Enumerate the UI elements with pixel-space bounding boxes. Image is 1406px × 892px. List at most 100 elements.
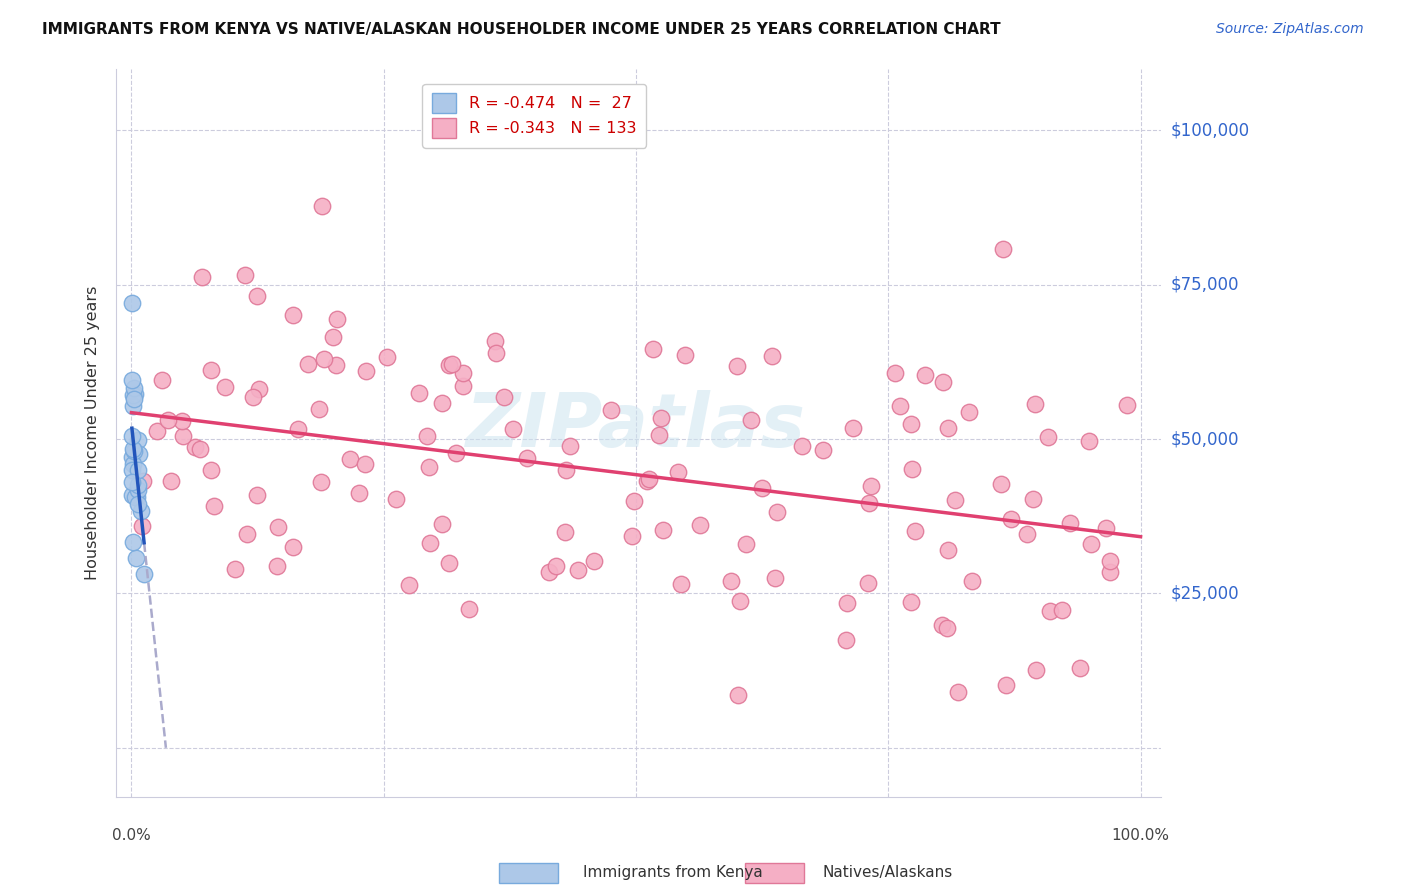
Point — [991, 242, 1014, 256]
Point — [121, 463, 143, 477]
Point — [214, 379, 236, 393]
Point — [184, 440, 207, 454]
Point — [936, 543, 959, 558]
Point — [1116, 398, 1139, 412]
Point — [751, 481, 773, 495]
Point — [451, 378, 474, 392]
Point — [122, 457, 145, 471]
Point — [765, 505, 787, 519]
Point — [1025, 664, 1047, 678]
Point — [484, 334, 506, 349]
Point — [544, 559, 567, 574]
Point — [245, 488, 267, 502]
Point — [127, 478, 149, 492]
Point — [451, 366, 474, 380]
Point — [638, 472, 661, 486]
Point — [583, 554, 606, 568]
Point — [122, 442, 145, 457]
Point — [122, 382, 145, 396]
Point — [247, 383, 270, 397]
Point — [790, 439, 813, 453]
Point — [408, 385, 430, 400]
Point — [1069, 661, 1091, 675]
Point — [202, 500, 225, 514]
Point — [267, 519, 290, 533]
Point — [516, 451, 538, 466]
Point — [1021, 491, 1043, 506]
Point — [647, 428, 669, 442]
Text: $25,000: $25,000 — [1171, 584, 1240, 602]
Text: IMMIGRANTS FROM KENYA VS NATIVE/ALASKAN HOUSEHOLDER INCOME UNDER 25 YEARS CORREL: IMMIGRANTS FROM KENYA VS NATIVE/ALASKAN … — [42, 22, 1001, 37]
Point — [146, 425, 169, 439]
Point — [121, 487, 143, 501]
Text: ZIPatlas: ZIPatlas — [465, 390, 806, 463]
Point — [1080, 536, 1102, 550]
Point — [432, 396, 454, 410]
Point — [172, 429, 194, 443]
Point — [132, 474, 155, 488]
Point — [841, 421, 863, 435]
Point — [652, 523, 675, 537]
Point — [735, 537, 758, 551]
Point — [312, 352, 335, 367]
Point — [236, 527, 259, 541]
Point — [188, 442, 211, 456]
Point — [325, 358, 347, 372]
Point — [666, 465, 689, 479]
Point — [1059, 516, 1081, 530]
Point — [266, 558, 288, 573]
Point — [485, 346, 508, 360]
Point — [122, 444, 145, 458]
Point — [1099, 565, 1122, 579]
Point — [900, 595, 922, 609]
Point — [398, 578, 420, 592]
Point — [121, 296, 143, 310]
Point — [191, 269, 214, 284]
Point — [150, 373, 173, 387]
Point — [375, 350, 398, 364]
Point — [650, 410, 672, 425]
Point — [121, 450, 143, 464]
Point — [1036, 430, 1059, 444]
Point — [727, 688, 749, 702]
Point — [900, 417, 922, 431]
Point — [122, 388, 145, 402]
Point — [125, 551, 148, 566]
Point — [416, 429, 439, 443]
Point — [636, 475, 658, 489]
Point — [728, 594, 751, 608]
Point — [494, 390, 516, 404]
Point — [418, 460, 440, 475]
Point — [129, 504, 152, 518]
Point — [884, 366, 907, 380]
Point — [311, 199, 333, 213]
Point — [224, 562, 246, 576]
Point — [339, 451, 361, 466]
Point — [990, 476, 1012, 491]
Point — [233, 268, 256, 283]
Point — [936, 421, 959, 435]
Point — [689, 518, 711, 533]
Point — [860, 479, 883, 493]
Point — [349, 486, 371, 500]
Point — [444, 445, 467, 459]
Text: $100,000: $100,000 — [1171, 121, 1250, 139]
Point — [1017, 526, 1039, 541]
Point — [125, 490, 148, 504]
Point — [200, 463, 222, 477]
Point — [858, 495, 880, 509]
Point — [567, 564, 589, 578]
Point — [889, 400, 911, 414]
Point — [131, 518, 153, 533]
Point — [904, 524, 927, 539]
Point — [160, 474, 183, 488]
Point — [1098, 554, 1121, 568]
Point — [121, 399, 143, 413]
Text: 0.0%: 0.0% — [112, 828, 150, 843]
Text: Source: ZipAtlas.com: Source: ZipAtlas.com — [1216, 22, 1364, 37]
Point — [124, 387, 146, 401]
Point — [242, 390, 264, 404]
Point — [326, 312, 349, 326]
Point — [837, 596, 859, 610]
Point — [308, 402, 330, 417]
